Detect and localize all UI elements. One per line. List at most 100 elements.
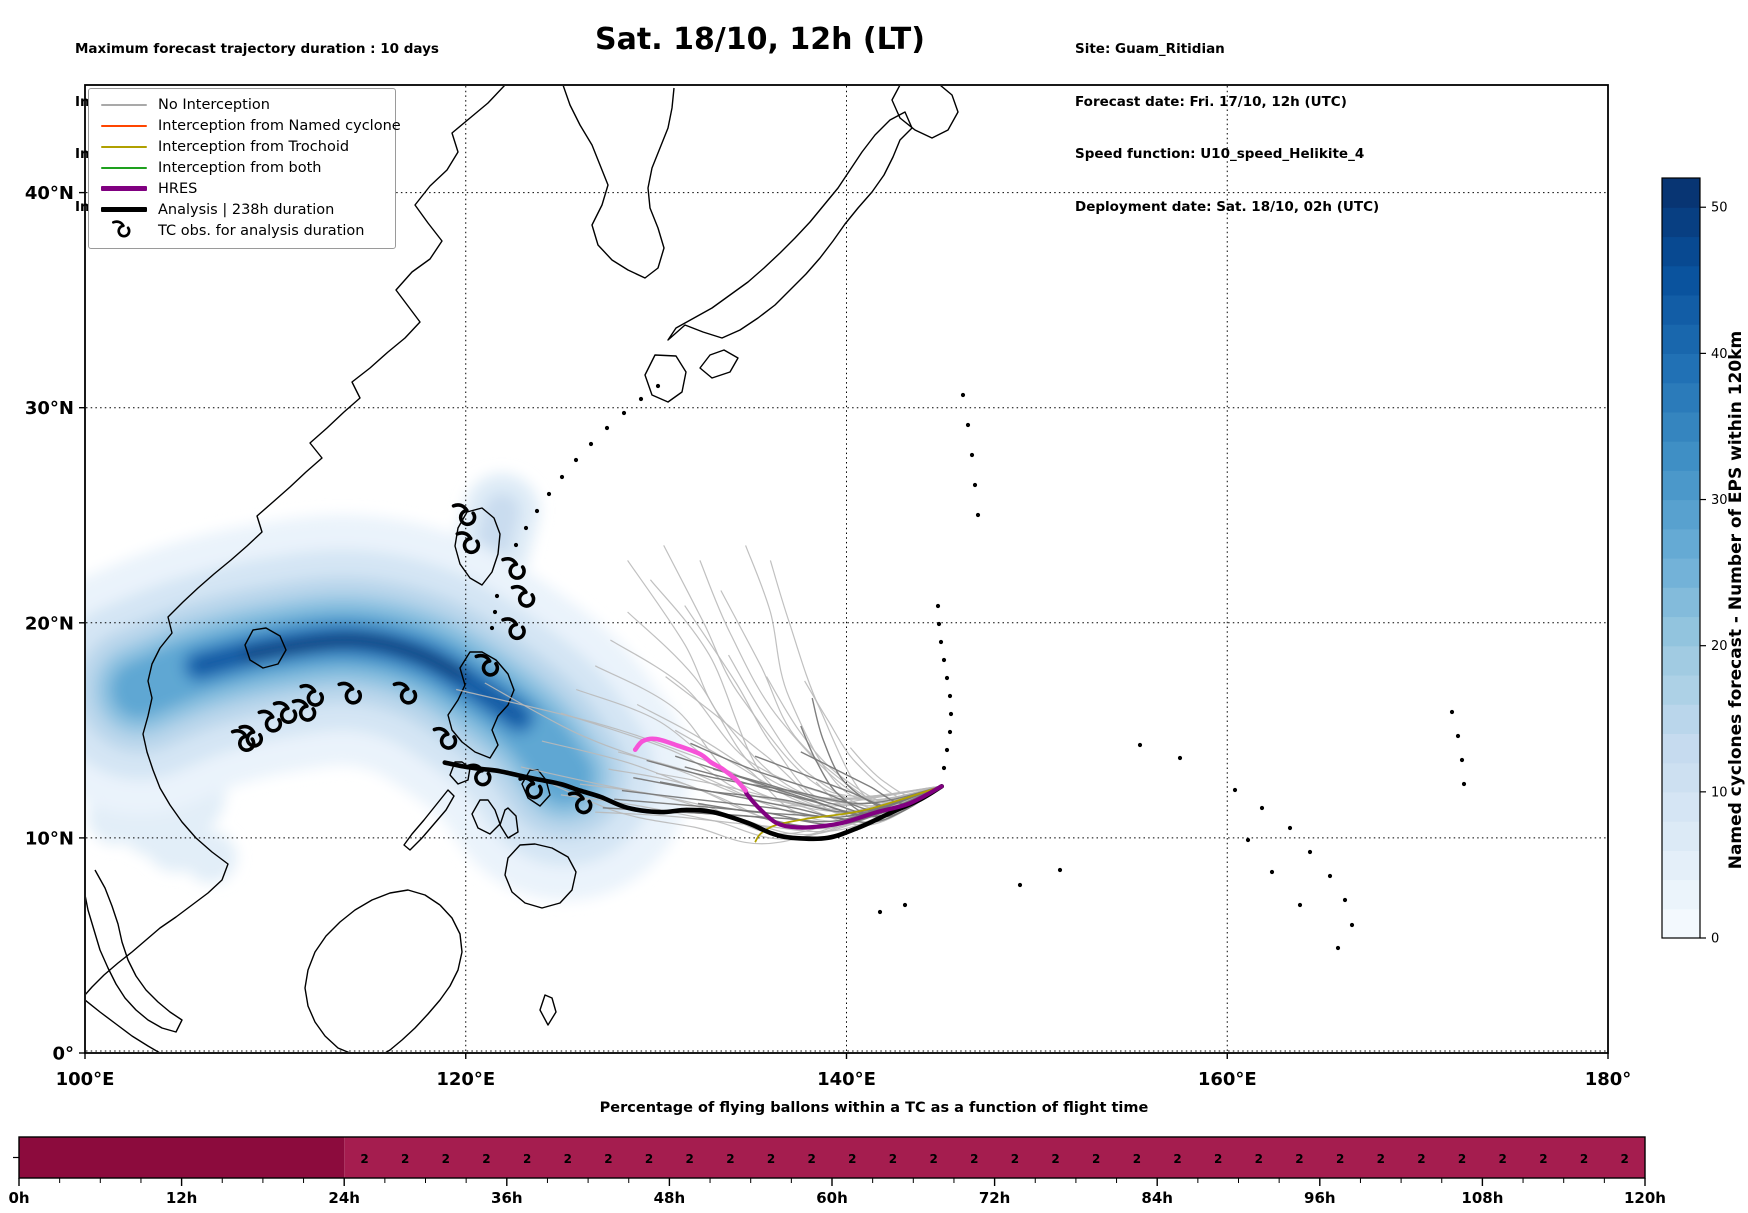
island-dot xyxy=(559,474,565,480)
coastline-taiwan xyxy=(454,507,501,586)
island-dot xyxy=(948,711,954,717)
lon-tick-label: 140°E xyxy=(817,1069,876,1090)
legend-line-sample xyxy=(101,166,147,169)
density-blob xyxy=(184,831,237,884)
density-blob xyxy=(123,803,176,856)
coastline-kyushu xyxy=(644,354,687,403)
island-dot xyxy=(877,909,883,915)
lon-tick-label: 180° xyxy=(1585,1069,1632,1090)
colorbar-tick-label: 20 xyxy=(1711,639,1728,654)
bar-bin-value-label: 2 xyxy=(564,1152,572,1166)
island-dot xyxy=(1449,709,1455,715)
bar-bin-value-label: 2 xyxy=(1173,1152,1181,1166)
lat-tick-label: 40°N xyxy=(25,183,74,204)
map-axis-labels: 0° 10°N 20°N 30°N 40°N 100°E 120°E 140°E 160°E 18… xyxy=(25,183,1631,1090)
colorbar-tick-label: 40 xyxy=(1711,347,1728,362)
coastline-palawan xyxy=(403,789,455,851)
legend-item-label: Interception from Named cyclone xyxy=(158,117,401,134)
legend-line-swatch xyxy=(101,124,147,127)
island-dot xyxy=(935,603,941,609)
analysis-trajectory xyxy=(442,760,944,842)
island-dot xyxy=(655,383,661,389)
bar-bin-value-label: 2 xyxy=(970,1152,978,1166)
island-dot xyxy=(1177,755,1183,761)
legend-row-0: No Interception xyxy=(89,94,395,115)
island-dot xyxy=(1349,922,1355,928)
bar-hour-label: 108h xyxy=(1461,1189,1503,1207)
ensemble-trajectory-dark xyxy=(713,768,943,818)
site-line: Site: Guam_Ritidian xyxy=(1075,41,1225,57)
colorbar-segment xyxy=(1662,294,1700,325)
island-dot xyxy=(1335,945,1341,951)
colorbar-segment xyxy=(1662,236,1700,267)
island-dot xyxy=(621,410,627,416)
colorbar-frame xyxy=(1661,177,1701,939)
ensemble-trajectory-light xyxy=(484,682,942,807)
lat-tick-label: 0° xyxy=(52,1044,74,1065)
ensemble-trajectory-light xyxy=(745,545,942,801)
colorbar-segment xyxy=(1662,587,1700,618)
island-dot xyxy=(1459,757,1465,763)
coastlines xyxy=(86,86,1467,1052)
lon-tick-label: 120°E xyxy=(436,1069,495,1090)
island-dot xyxy=(638,396,644,402)
hres-highlight-trajectory xyxy=(632,736,748,793)
island-dot xyxy=(604,425,610,431)
map-gridlines xyxy=(86,86,1607,1052)
tc-obs-icon xyxy=(101,219,147,243)
flight-time-bar-title: Percentage of flying ballons within a TC… xyxy=(599,1100,1149,1116)
island-dot xyxy=(1342,897,1348,903)
colorbar-segment xyxy=(1662,850,1700,881)
legend-line-sample xyxy=(101,103,147,106)
bar-bin-value-label: 2 xyxy=(645,1152,653,1166)
bar-bin-value-label: 2 xyxy=(807,1152,815,1166)
coastline-shikoku xyxy=(699,349,739,379)
legend-line-sample xyxy=(101,124,147,127)
colorbar-segment xyxy=(1662,821,1700,851)
island-dot xyxy=(965,422,971,428)
island-dot xyxy=(947,729,953,735)
colorbar-segment xyxy=(1662,499,1700,530)
balloon-trajectories xyxy=(442,545,944,845)
density-blur-group xyxy=(86,473,690,901)
bar-bin-value-label: 2 xyxy=(1620,1152,1628,1166)
island-dot xyxy=(1287,825,1293,831)
island-dot xyxy=(513,542,519,548)
bar-bin-value-label: 2 xyxy=(604,1152,612,1166)
eps-tc-density-shading xyxy=(86,473,690,901)
island-dot xyxy=(1259,805,1265,811)
bar-bin-value-label: 2 xyxy=(726,1152,734,1166)
island-dot xyxy=(1461,781,1467,787)
trochoid-interception-trajectory xyxy=(754,785,942,843)
coastline-luzon xyxy=(447,651,515,759)
colorbar-segment xyxy=(1662,441,1700,471)
lon-tick-label: 100°E xyxy=(56,1069,115,1090)
colorbar-segment xyxy=(1662,762,1700,793)
island-dot xyxy=(1327,873,1333,879)
legend-row-1: Interception from Named cyclone xyxy=(89,115,401,136)
coastline-sumatra xyxy=(86,999,160,1052)
forecast-date-line: Forecast date: Fri. 17/10, 12h (UTC) xyxy=(1075,93,1347,110)
island-dot xyxy=(1137,742,1143,748)
bar-hour-label: 24h xyxy=(328,1189,360,1207)
bar-bin-value-label: 2 xyxy=(1051,1152,1059,1166)
island-dot xyxy=(1269,869,1275,875)
bar-bin-value-label: 2 xyxy=(889,1152,897,1166)
bar-bin-value-label: 2 xyxy=(1499,1152,1507,1166)
coastline-malay-peninsula xyxy=(86,869,183,1033)
island-dot xyxy=(523,525,529,531)
legend-line-swatch xyxy=(101,103,147,106)
colorbar-segment xyxy=(1662,353,1700,384)
bar-hour-label: 48h xyxy=(654,1189,686,1207)
coastline-borneo-west xyxy=(304,889,441,1052)
bar-bin-value-label: 2 xyxy=(1092,1152,1100,1166)
bar-hour-label: 60h xyxy=(816,1189,848,1207)
lat-tick-label: 10°N xyxy=(25,828,74,849)
coastline-cebu xyxy=(499,807,519,839)
colorbar-tick-label: 0 xyxy=(1711,932,1719,947)
bar-bin-value-label: 2 xyxy=(1458,1152,1466,1166)
island-dot xyxy=(588,441,594,447)
island-dot xyxy=(944,675,950,681)
legend-row-5: Analysis | 238h duration xyxy=(89,199,395,220)
legend-item-label: HRES xyxy=(158,180,198,197)
